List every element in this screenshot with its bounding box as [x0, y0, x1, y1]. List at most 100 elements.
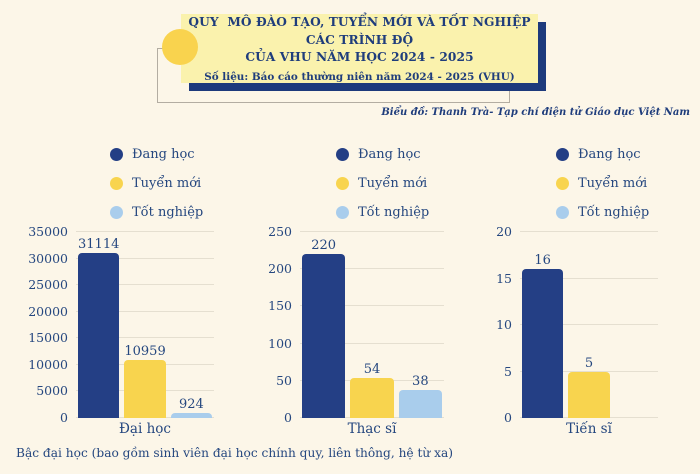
y-tick-label: 200: [268, 261, 292, 277]
y-tick-label: 30000: [28, 250, 68, 266]
gridline: [76, 284, 214, 286]
bar-slot: 5: [568, 232, 610, 418]
legend-label: Tốt nghiệp: [132, 205, 204, 220]
y-tick-label: 0: [504, 410, 512, 425]
plot-area: 16 5: [520, 231, 658, 418]
chart-column: Đang học Tuyển mới Tốt nghiệp 0 5000 10000 15…: [0, 140, 240, 437]
y-tick-label: 20: [496, 224, 512, 239]
gridline: [520, 277, 658, 279]
bars-group: 16 5: [520, 232, 658, 418]
legend-dot-icon: [336, 206, 349, 219]
gridline: [520, 324, 658, 325]
y-axis: 0 5 10 15 20: [466, 224, 520, 425]
legend-item: Đang học: [336, 140, 466, 169]
bar-value-label: 924: [178, 397, 204, 413]
legend-item: Tốt nghiệp: [110, 198, 240, 227]
legend-label: Tuyển mới: [132, 176, 202, 191]
bar-value-label: 31114: [78, 236, 120, 252]
gridline: [300, 231, 444, 232]
y-tick-label: 150: [268, 298, 292, 314]
y-tick-label: 0: [284, 410, 292, 425]
legend-item: Đang học: [110, 140, 240, 169]
y-tick-label: 20000: [28, 303, 68, 319]
legend: Đang học Tuyển mới Tốt nghiệp: [556, 140, 700, 227]
bar-slot: 54: [350, 232, 394, 418]
accent-circle-icon: [162, 29, 198, 65]
charts-row: Đang học Tuyển mới Tốt nghiệp 0 5000 10000 15…: [0, 140, 700, 437]
bar: [350, 377, 394, 418]
gridline: [76, 257, 214, 259]
y-tick-label: 250: [268, 224, 292, 239]
gridline: [76, 337, 214, 339]
chart-title-line1: QUY MÔ ĐÀO TẠO, TUYỂN MỚI VÀ TỐT NGHIỆP …: [188, 14, 535, 47]
y-tick-label: 50: [276, 372, 292, 388]
y-tick-label: 5000: [36, 383, 68, 399]
legend-label: Đang học: [578, 147, 641, 162]
bar-slot: 10959: [124, 232, 166, 418]
legend-dot-icon: [556, 206, 569, 219]
legend-label: Tuyển mới: [578, 176, 648, 191]
bars-group: 220 54 38: [300, 232, 444, 418]
y-tick-label: 5: [504, 363, 512, 379]
plot-wrap: 31114 10959 924 Đại học: [76, 231, 214, 437]
bar-slot: 924: [170, 232, 212, 418]
category-label: Đại học: [119, 421, 171, 437]
chart-title-line2: CỦA VHU NĂM HỌC 2024 - 2025: [245, 50, 474, 65]
plot-wrap: 220 54 38 Thạc sĩ: [300, 231, 444, 437]
bar-chart: 0 5000 10000 15000 20000 25000 30000 35000 3111…: [0, 224, 240, 437]
y-tick-label: 10000: [28, 356, 68, 372]
bar-chart: 0 5 10 15 20 16 5 Tiến sĩ: [466, 224, 700, 437]
y-axis: 0 5000 10000 15000 20000 25000 30000 35000: [0, 224, 76, 425]
legend: Đang học Tuyển mới Tốt nghiệp: [110, 140, 240, 227]
legend-item: Đang học: [556, 140, 700, 169]
chart-column: Đang học Tuyển mới Tốt nghiệp 0 50 100 150 200…: [240, 140, 466, 437]
bar-value-label: 10959: [124, 343, 166, 359]
bar-slot: 38: [398, 232, 442, 418]
y-tick-label: 0: [60, 410, 68, 425]
gridline: [300, 305, 444, 307]
bar-value-label: 220: [311, 238, 337, 254]
plot-area: 31114 10959 924: [76, 231, 214, 418]
legend-label: Đang học: [132, 147, 195, 162]
legend-item: Tuyển mới: [110, 169, 240, 198]
legend-label: Tốt nghiệp: [578, 205, 650, 220]
title-box: QUY MÔ ĐÀO TẠO, TUYỂN MỚI VÀ TỐT NGHIỆP …: [181, 14, 538, 83]
legend-dot-icon: [110, 206, 123, 219]
legend-dot-icon: [110, 148, 123, 161]
plot-area: 220 54 38: [300, 231, 444, 418]
legend-dot-icon: [556, 177, 569, 190]
chart-subtitle: Số liệu: Báo cáo thường niên năm 2024 - …: [204, 71, 515, 84]
bar-value-label: 5: [584, 355, 594, 371]
legend-dot-icon: [110, 177, 123, 190]
bar-value-label: 38: [412, 373, 429, 389]
bar: [522, 269, 564, 418]
bar-value-label: 16: [534, 253, 551, 269]
legend-item: Tuyển mới: [556, 169, 700, 198]
y-tick-label: 15: [496, 270, 512, 286]
bar-slot: [615, 232, 656, 418]
y-tick-label: 100: [268, 335, 292, 351]
bars-group: 31114 10959 924: [76, 232, 214, 418]
bar-chart: 0 50 100 150 200 250 220 54 38 Thạc sĩ: [240, 224, 466, 437]
credit-line: Biểu đồ: Thanh Trà- Tạp chí điện tử Giáo…: [381, 107, 690, 118]
gridline: [300, 268, 444, 270]
gridline: [76, 310, 214, 312]
legend: Đang học Tuyển mới Tốt nghiệp: [336, 140, 466, 227]
y-axis: 0 50 100 150 200 250: [240, 224, 300, 425]
bar: [302, 254, 346, 418]
bar-slot: 16: [522, 232, 564, 418]
bar-slot: 31114: [78, 232, 120, 418]
y-tick-label: 25000: [28, 277, 68, 293]
bar: [170, 413, 212, 418]
legend-item: Tốt nghiệp: [556, 198, 700, 227]
gridline: [76, 231, 214, 232]
gridline: [520, 370, 658, 372]
legend-label: Tốt nghiệp: [358, 205, 430, 220]
y-tick-label: 35000: [28, 224, 68, 239]
bar: [568, 371, 610, 418]
plot-wrap: 16 5 Tiến sĩ: [520, 231, 658, 437]
category-label: Thạc sĩ: [347, 421, 397, 437]
legend-label: Đang học: [358, 147, 421, 162]
legend-dot-icon: [556, 148, 569, 161]
